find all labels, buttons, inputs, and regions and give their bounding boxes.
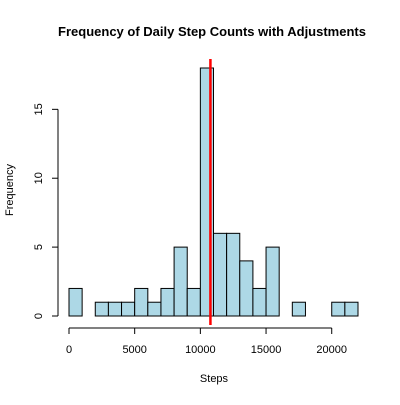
x-tick-label-3: 15000 — [251, 344, 282, 356]
histogram-bar-0 — [68, 287, 83, 317]
x-axis-label: Steps — [200, 373, 229, 385]
histogram-bar-17 — [291, 301, 306, 317]
histogram-bar-14 — [252, 287, 267, 317]
histogram-bar-13 — [239, 260, 254, 317]
histogram-bar-21 — [344, 301, 359, 317]
histogram-bar-11 — [213, 232, 228, 317]
histogram-bar-12 — [226, 232, 241, 317]
bars-group — [68, 67, 359, 317]
y-tick-label-0: 0 — [33, 313, 45, 319]
histogram-bar-4 — [121, 301, 136, 317]
x-tick-label-4: 20000 — [316, 344, 347, 356]
histogram-bar-15 — [265, 246, 280, 317]
histogram-bar-9 — [186, 287, 201, 317]
x-tick-label-0: 0 — [66, 344, 72, 356]
y-tick-label-1: 5 — [33, 244, 45, 250]
histogram-bar-8 — [173, 246, 188, 317]
y-axis: 0 5 10 15 — [33, 103, 59, 319]
histogram-bar-6 — [147, 301, 162, 317]
x-axis: 0 5000 10000 15000 20000 — [66, 327, 347, 356]
histogram-bar-20 — [331, 301, 346, 317]
y-tick-label-2: 10 — [33, 172, 45, 184]
y-axis-label: Frequency — [4, 164, 16, 216]
histogram-bar-2 — [94, 301, 109, 317]
histogram-bar-7 — [160, 287, 175, 317]
histogram-bar-5 — [134, 287, 149, 317]
chart-title: Frequency of Daily Step Counts with Adju… — [58, 24, 366, 39]
histogram-bar-3 — [107, 301, 123, 317]
y-tick-label-3: 15 — [33, 103, 45, 115]
x-tick-label-1: 5000 — [122, 344, 146, 356]
x-tick-label-2: 10000 — [185, 344, 216, 356]
